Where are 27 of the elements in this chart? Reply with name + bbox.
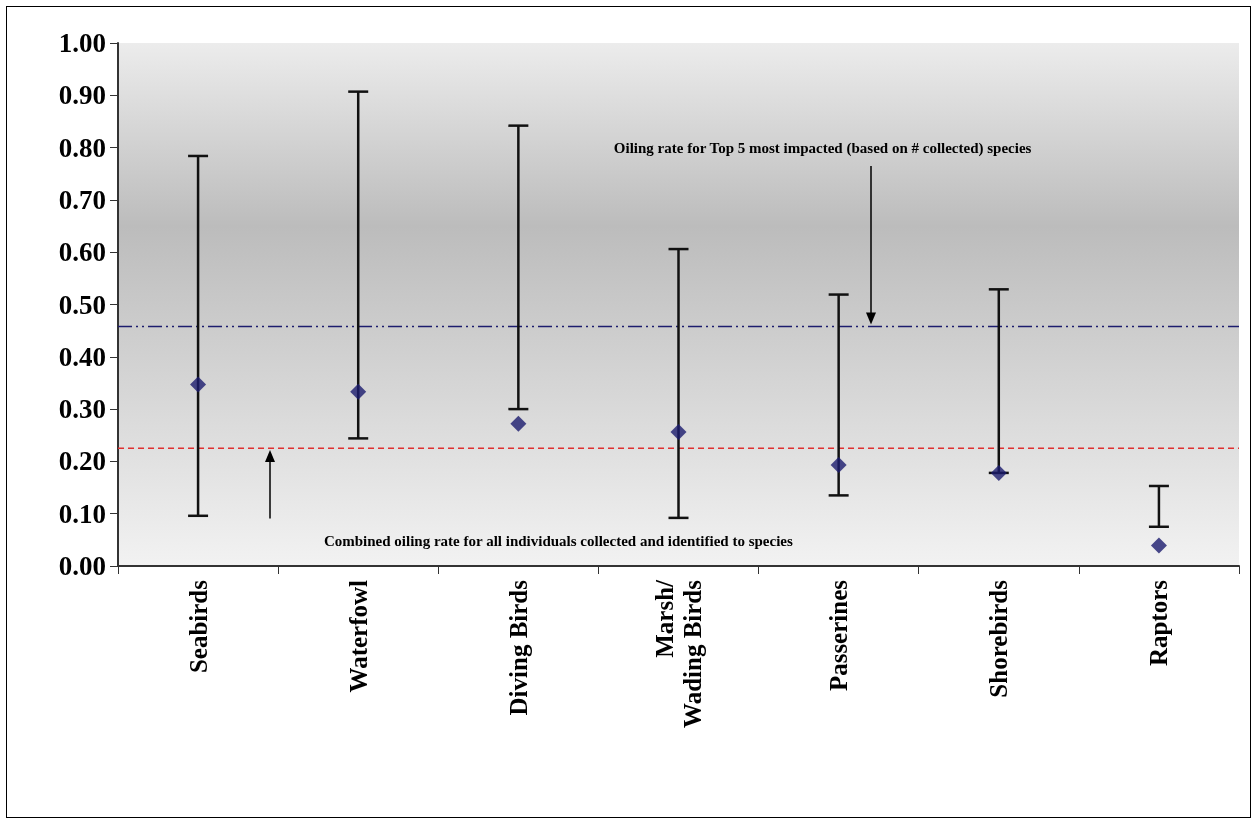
x-tick-label: Seabirds [184, 579, 212, 674]
x-tick-label: Passerines [825, 579, 853, 692]
point [190, 376, 207, 393]
point [350, 383, 367, 400]
y-tick-label: 0.40 [58, 341, 106, 372]
y-tick-label: 0.20 [58, 446, 106, 477]
y-tick-label: 0.10 [58, 498, 106, 529]
annotation: Oiling rate for Top 5 most impacted (based on # collected) species [613, 139, 1032, 157]
point [510, 415, 527, 432]
x-tick-label: Shorebirds [985, 579, 1013, 698]
annotation: Combined oiling rate for all individuals collected and identified to species [323, 533, 794, 550]
y-tick-label: 0.90 [58, 80, 106, 111]
point [1150, 537, 1167, 554]
point [670, 424, 687, 441]
y-tick-label: 0.50 [58, 289, 106, 320]
y-tick-label: 1.00 [58, 28, 106, 58]
x-tick-label: Diving Birds [504, 579, 532, 716]
y-tick-label: 0.30 [58, 394, 106, 425]
x-tick-label: Waterfowl [344, 579, 372, 693]
y-tick-label: 0.60 [58, 237, 106, 268]
point [990, 464, 1007, 481]
y-tick-label: 0.70 [58, 184, 106, 215]
x-tick-label: Raptors [1145, 579, 1173, 667]
x-tick-label: Marsh/Wading Birds [651, 578, 706, 728]
point [830, 457, 847, 474]
y-tick-label: 0.00 [58, 551, 106, 581]
y-tick-label: 0.80 [58, 132, 106, 163]
